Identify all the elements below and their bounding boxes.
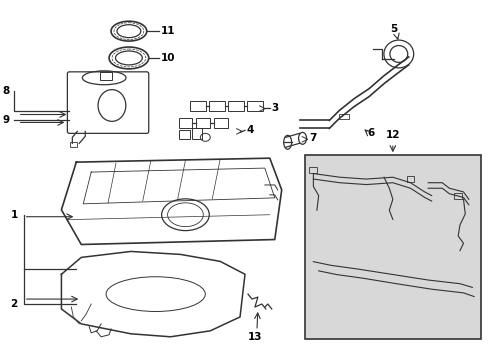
- Text: 6: 6: [366, 129, 374, 138]
- Bar: [246, 100, 263, 111]
- Bar: [406, 176, 414, 182]
- Text: 2: 2: [10, 299, 18, 309]
- Bar: [214, 118, 228, 129]
- Text: 3: 3: [271, 103, 279, 113]
- Bar: [190, 100, 206, 111]
- Bar: [192, 129, 202, 139]
- Text: 12: 12: [385, 130, 399, 140]
- Bar: [228, 100, 244, 111]
- Text: 1: 1: [10, 210, 18, 220]
- Bar: [70, 142, 77, 147]
- Bar: [178, 130, 190, 139]
- Bar: [178, 118, 192, 129]
- Bar: [453, 193, 461, 199]
- Text: 4: 4: [246, 125, 254, 135]
- Text: 8: 8: [2, 86, 10, 96]
- Text: 7: 7: [309, 133, 316, 143]
- Bar: [100, 72, 112, 80]
- Bar: [304, 155, 480, 339]
- Text: 5: 5: [389, 24, 397, 34]
- Bar: [196, 118, 210, 129]
- Bar: [339, 113, 348, 120]
- Text: 11: 11: [161, 26, 175, 36]
- Bar: [309, 167, 317, 173]
- Text: 13: 13: [247, 332, 262, 342]
- Text: 10: 10: [161, 53, 175, 63]
- Bar: [209, 100, 224, 111]
- Text: 9: 9: [3, 116, 10, 126]
